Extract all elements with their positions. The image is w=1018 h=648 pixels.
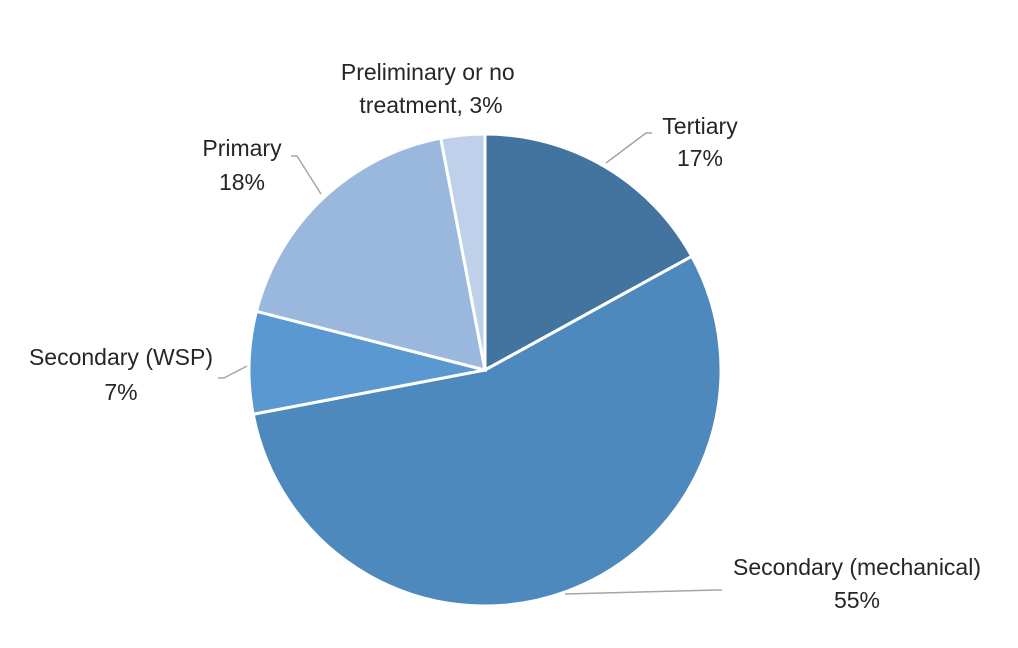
slice-label-tertiary-value: 17% [677,145,723,171]
pie-slice-secondary-mechanical [251,254,723,608]
slice-label-preliminary: Preliminary or no treatment, 3% [341,59,521,118]
slice-label-preliminary-line1: Preliminary or no [341,59,515,85]
slice-label-secondary-wsp-name: Secondary (WSP) [29,344,213,370]
slice-label-secondary-wsp-value: 7% [104,379,137,405]
leader-line-secondary-wsp [218,365,248,379]
leader-line-tertiary [605,132,652,164]
leader-lines [218,132,722,595]
slice-label-secondary-mechanical-name: Secondary (mechanical) [733,554,981,580]
slice-label-primary-name: Primary [202,135,282,161]
pie-slices [247,132,723,608]
slice-label-tertiary-name: Tertiary [662,113,738,139]
slice-label-secondary-mechanical-value: 55% [834,587,880,613]
slice-label-preliminary-line2: treatment, 3% [359,92,502,118]
pie-slice-primary [254,136,487,373]
slice-label-primary-value: 18% [219,169,265,195]
leader-line-secondary-mechanical [564,589,722,595]
pie-slice-tertiary [483,132,694,373]
pie-slice-secondary-wsp [247,309,486,416]
leader-line-primary [291,155,322,195]
pie-slice-preliminary-or-no-treatment [439,132,487,371]
